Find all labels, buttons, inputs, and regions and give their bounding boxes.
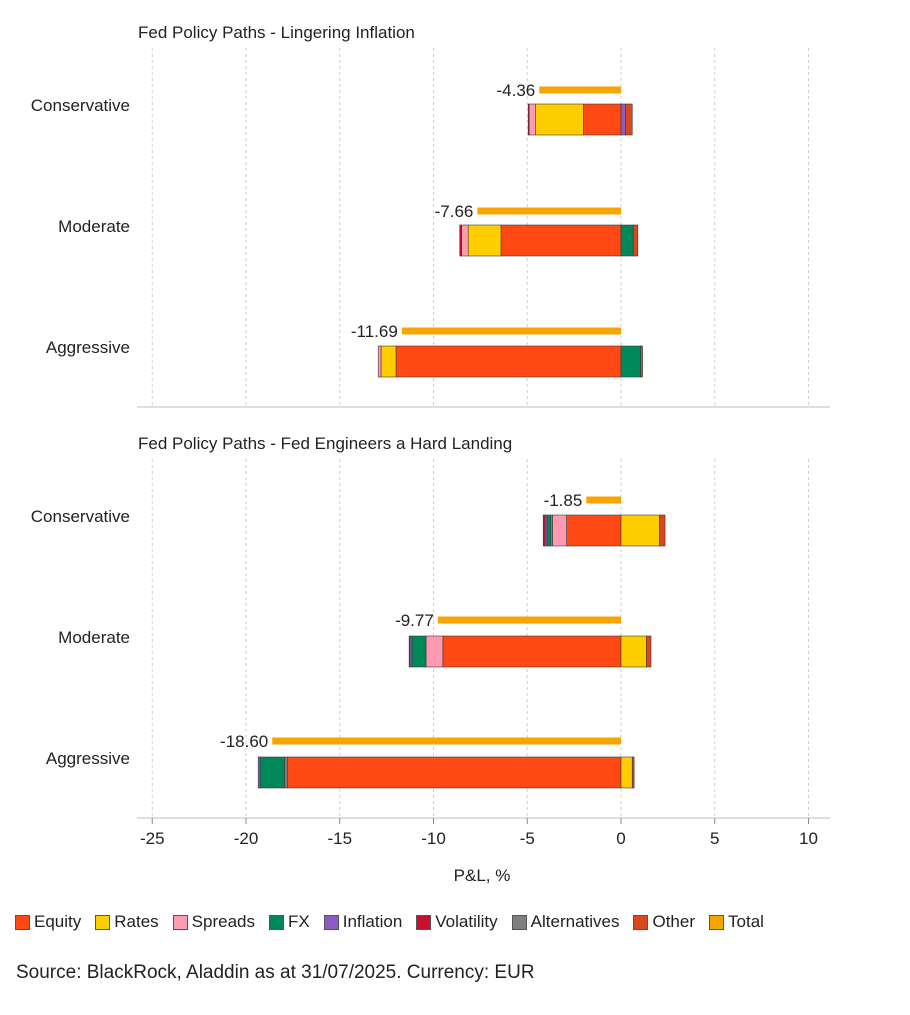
bar-segment-spreads (425, 635, 444, 668)
bar-segment-alternatives (284, 756, 288, 789)
x-tick-label: 10 (799, 829, 818, 848)
total-label: -7.66 (435, 202, 474, 221)
total-label: -9.77 (395, 611, 434, 630)
bar-segment-rates (467, 224, 502, 257)
legend-label-other: Other (652, 912, 696, 931)
bar-segment-rates (535, 103, 584, 136)
category-label-aggressive: Aggressive (46, 749, 130, 768)
total-bar (437, 616, 621, 624)
bar-segment-equity (286, 756, 622, 789)
legend-label-rates: Rates (114, 912, 159, 931)
bar-segment-spreads (552, 514, 567, 547)
category-label-moderate: Moderate (58, 628, 130, 647)
bar-segment-rates (620, 514, 660, 547)
bar-segment-fx (259, 756, 285, 789)
bar-segment-volatility (527, 103, 530, 136)
bar-segment-other (646, 635, 652, 668)
category-label-moderate: Moderate (58, 217, 130, 236)
total-bar (401, 327, 621, 335)
total-label: -4.36 (497, 81, 536, 100)
category-label-conservative: Conservative (31, 96, 130, 115)
legend-item-fx: FX (269, 912, 310, 932)
total-label: -18.60 (220, 732, 268, 751)
legend-swatch-fx (269, 914, 284, 930)
legend-item-rates: Rates (95, 912, 159, 932)
panel-1-title: Fed Policy Paths - Lingering Inflation (138, 23, 415, 42)
bar-segment-spreads (461, 224, 469, 257)
bar-segment-other (659, 514, 666, 547)
bar-segment-volatility (408, 635, 411, 668)
bar-segment-volatility (542, 514, 546, 547)
legend-swatch-rates (95, 914, 111, 930)
legend-swatch-other (633, 914, 649, 930)
legend-swatch-inflation (323, 914, 339, 930)
legend-item-spreads: Spreads (172, 912, 255, 932)
total-bar (586, 496, 621, 504)
bar-segment-inflation (620, 103, 626, 136)
bar-segment-spreads (528, 103, 536, 136)
bar-segment-equity (500, 224, 622, 257)
x-tick-label: -10 (421, 829, 446, 848)
total-bar (272, 737, 621, 745)
bar-segment-fx (546, 514, 551, 547)
x-tick-label: 5 (710, 829, 719, 848)
legend-label-alternatives: Alternatives (530, 912, 620, 931)
bar-segment-spreads (377, 345, 382, 378)
bar-segment-other (631, 756, 635, 789)
x-tick-label: -25 (140, 829, 165, 848)
legend-swatch-volatility (416, 914, 432, 930)
bar-segment-fx (411, 635, 427, 668)
bar-segment-volatility (459, 224, 462, 257)
legend-label-equity: Equity (34, 912, 82, 931)
bar-segment-other (625, 103, 633, 136)
legend-swatch-equity (15, 914, 30, 930)
legend-item-inflation: Inflation (323, 912, 403, 932)
bar-segment-inflation (257, 756, 261, 789)
legend-label-volatility: Volatility (435, 912, 498, 931)
total-bar (539, 86, 621, 94)
bar-segment-rates (380, 345, 397, 378)
panel-2-title: Fed Policy Paths - Fed Engineers a Hard … (138, 434, 512, 453)
category-label-aggressive: Aggressive (46, 338, 130, 357)
bar-segment-rates (620, 756, 633, 789)
legend-label-spreads: Spreads (191, 912, 255, 931)
legend-swatch-spreads (172, 914, 188, 930)
chart-svg: Fed Policy Paths - Lingering Inflation Co… (31, 23, 830, 885)
legend-swatch-alternatives (511, 914, 527, 930)
legend: Equity Rates Spreads FX Inflation Volati… (15, 912, 778, 932)
source-note: Source: BlackRock, Aladdin as at 31/07/2… (16, 962, 535, 983)
legend-label-total: Total (728, 912, 764, 931)
bar-segment-rates (620, 635, 647, 668)
total-label: -1.85 (544, 491, 583, 510)
x-tick-label: -5 (520, 829, 535, 848)
legend-label-inflation: Inflation (342, 912, 403, 931)
x-axis-title: P&L, % (454, 866, 511, 885)
category-label-conservative: Conservative (31, 507, 130, 526)
legend-item-equity: Equity (15, 912, 81, 932)
legend-item-volatility: Volatility (416, 912, 498, 932)
x-tick-label: -15 (327, 829, 352, 848)
total-bar (477, 207, 621, 215)
legend-item-total: Total (709, 912, 764, 932)
bar-segment-fx (620, 345, 641, 378)
bar-segment-equity (395, 345, 622, 378)
x-tick-label: 0 (616, 829, 625, 848)
legend-item-other: Other (633, 912, 695, 932)
legend-label-fx: FX (288, 912, 310, 931)
legend-swatch-total (709, 914, 725, 930)
total-label: -11.69 (351, 322, 398, 341)
bar-segment-other (632, 224, 639, 257)
bar-segment-fx (620, 224, 634, 257)
bar-segment-other (640, 345, 643, 378)
bar-segment-equity (566, 514, 622, 547)
x-tick-label: -20 (234, 829, 259, 848)
legend-item-alternatives: Alternatives (511, 912, 620, 932)
bar-segment-equity (583, 103, 622, 136)
bar-segment-equity (442, 635, 622, 668)
